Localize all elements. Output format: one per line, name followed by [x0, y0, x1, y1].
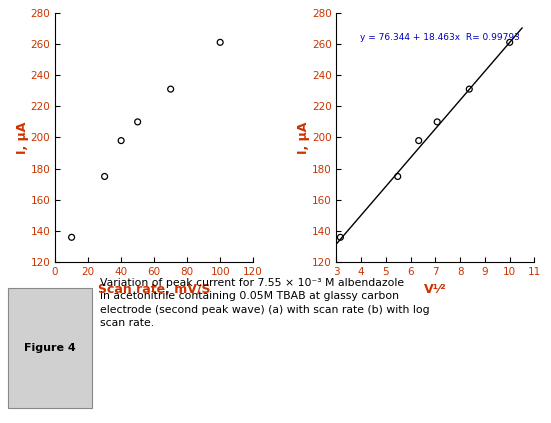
Point — [465, 86, 474, 93]
Point — [100, 173, 109, 180]
Text: Variation of peak current for 7.55 × 10⁻³ M albendazole
in acetonitrile containi: Variation of peak current for 7.55 × 10⁻… — [100, 278, 430, 328]
Point — [166, 86, 175, 93]
Point — [67, 234, 76, 241]
FancyBboxPatch shape — [8, 288, 92, 408]
X-axis label: Scan rate, mV/S: Scan rate, mV/S — [98, 283, 210, 296]
Point — [393, 173, 402, 180]
Point — [133, 118, 142, 125]
Point — [433, 118, 441, 125]
Y-axis label: I, μA: I, μA — [298, 121, 310, 154]
Point — [336, 234, 345, 241]
Y-axis label: I, μA: I, μA — [16, 121, 29, 154]
Point — [414, 137, 423, 144]
Text: Figure 4: Figure 4 — [24, 343, 76, 353]
Point — [216, 39, 225, 46]
Point — [117, 137, 126, 144]
Point — [505, 39, 514, 46]
Text: y = 76.344 + 18.463x  R= 0.99793: y = 76.344 + 18.463x R= 0.99793 — [360, 33, 520, 41]
X-axis label: V¹⁄²: V¹⁄² — [424, 283, 447, 296]
